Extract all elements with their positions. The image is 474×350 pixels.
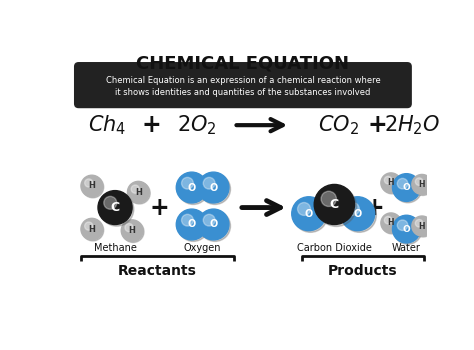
Circle shape bbox=[198, 209, 229, 240]
Circle shape bbox=[131, 185, 139, 193]
Text: H: H bbox=[128, 226, 136, 235]
Circle shape bbox=[81, 175, 103, 197]
Circle shape bbox=[178, 211, 209, 241]
Text: O: O bbox=[402, 183, 410, 192]
Circle shape bbox=[203, 214, 215, 226]
Circle shape bbox=[98, 191, 132, 224]
Circle shape bbox=[182, 214, 193, 226]
Text: O: O bbox=[354, 209, 362, 219]
Text: H: H bbox=[388, 218, 394, 228]
Text: C: C bbox=[330, 198, 339, 211]
Text: O: O bbox=[188, 219, 196, 230]
Text: O: O bbox=[305, 209, 313, 219]
Circle shape bbox=[176, 209, 207, 240]
Text: Reactants: Reactants bbox=[118, 265, 197, 279]
Circle shape bbox=[198, 172, 229, 203]
Circle shape bbox=[178, 174, 209, 204]
Text: $2H_2O$: $2H_2O$ bbox=[383, 113, 440, 137]
Text: H: H bbox=[419, 180, 425, 189]
Circle shape bbox=[200, 174, 230, 204]
Text: H: H bbox=[135, 188, 142, 197]
Circle shape bbox=[397, 178, 408, 189]
Circle shape bbox=[394, 175, 422, 203]
Circle shape bbox=[121, 220, 143, 242]
Circle shape bbox=[341, 197, 374, 231]
Circle shape bbox=[413, 175, 433, 195]
Circle shape bbox=[384, 176, 392, 184]
Circle shape bbox=[413, 217, 433, 237]
Circle shape bbox=[381, 213, 401, 233]
FancyBboxPatch shape bbox=[74, 62, 412, 108]
Circle shape bbox=[321, 191, 337, 206]
Circle shape bbox=[104, 196, 117, 209]
Circle shape bbox=[316, 187, 356, 226]
Text: O: O bbox=[402, 225, 410, 233]
Text: $CO_2$: $CO_2$ bbox=[318, 113, 359, 137]
Circle shape bbox=[292, 197, 326, 231]
Circle shape bbox=[82, 176, 104, 198]
Text: H: H bbox=[88, 182, 95, 190]
Circle shape bbox=[128, 182, 150, 204]
Circle shape bbox=[314, 184, 355, 224]
Text: Carbon Dioxide: Carbon Dioxide bbox=[297, 243, 372, 253]
Circle shape bbox=[415, 178, 423, 186]
Circle shape bbox=[182, 177, 193, 189]
Circle shape bbox=[346, 203, 359, 215]
Text: $\bf{+}$: $\bf{+}$ bbox=[141, 113, 160, 137]
Circle shape bbox=[382, 174, 402, 194]
Circle shape bbox=[415, 219, 423, 227]
Text: Oxygen: Oxygen bbox=[184, 243, 221, 253]
Text: it shows identities and quantities of the substances involved: it shows identities and quantities of th… bbox=[115, 88, 371, 97]
Text: $\bf{+}$: $\bf{+}$ bbox=[364, 196, 383, 219]
Text: H: H bbox=[88, 225, 95, 233]
Circle shape bbox=[81, 218, 103, 240]
Text: Water: Water bbox=[392, 243, 421, 253]
Circle shape bbox=[397, 220, 408, 231]
Circle shape bbox=[200, 211, 230, 241]
Circle shape bbox=[203, 177, 215, 189]
Text: $\bf{+}$: $\bf{+}$ bbox=[367, 113, 387, 137]
Circle shape bbox=[394, 217, 422, 244]
Circle shape bbox=[85, 222, 93, 230]
Text: O: O bbox=[210, 219, 218, 230]
Circle shape bbox=[382, 214, 402, 234]
Text: CHEMICAL EQUATION: CHEMICAL EQUATION bbox=[137, 54, 349, 72]
Circle shape bbox=[392, 174, 420, 201]
Circle shape bbox=[298, 203, 310, 215]
Text: Methane: Methane bbox=[93, 243, 137, 253]
Circle shape bbox=[412, 174, 432, 195]
Circle shape bbox=[100, 192, 134, 226]
Text: Products: Products bbox=[328, 265, 398, 279]
Text: $\it{Ch}_4$: $\it{Ch}_4$ bbox=[88, 113, 127, 137]
Text: O: O bbox=[188, 183, 196, 193]
Circle shape bbox=[342, 198, 376, 232]
Text: $2O_2$: $2O_2$ bbox=[177, 113, 217, 137]
Circle shape bbox=[128, 181, 149, 203]
Circle shape bbox=[412, 216, 432, 236]
Circle shape bbox=[125, 224, 133, 232]
Circle shape bbox=[381, 173, 401, 193]
Text: H: H bbox=[419, 222, 425, 231]
Text: C: C bbox=[110, 201, 119, 214]
Circle shape bbox=[82, 219, 104, 241]
Circle shape bbox=[293, 198, 328, 232]
Circle shape bbox=[176, 172, 207, 203]
Text: $\bf{+}$: $\bf{+}$ bbox=[149, 196, 168, 219]
Text: H: H bbox=[388, 178, 394, 187]
Circle shape bbox=[122, 221, 144, 243]
Circle shape bbox=[85, 179, 93, 187]
Circle shape bbox=[392, 215, 420, 243]
Text: Chemical Equation is an expression of a chemical reaction where: Chemical Equation is an expression of a … bbox=[106, 76, 380, 85]
Text: O: O bbox=[210, 183, 218, 193]
Circle shape bbox=[384, 216, 392, 224]
